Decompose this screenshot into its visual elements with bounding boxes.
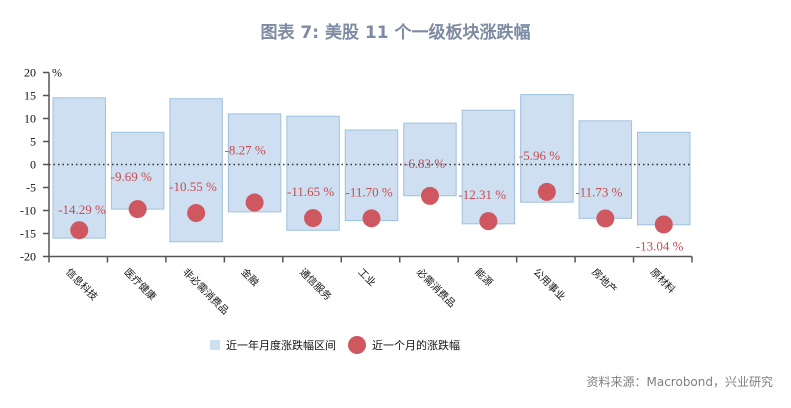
category-label: 金融 [238, 265, 261, 288]
legend-range-label: 近一年月度涨跌幅区间 [226, 339, 336, 352]
range-bar [344, 129, 399, 222]
y-tick-label: -10 [20, 204, 36, 218]
y-tick-label: 0 [30, 158, 36, 172]
range-bar [52, 97, 106, 239]
range-bar [637, 131, 691, 226]
category-label: 原材料 [648, 265, 678, 295]
category-label: 通信服务 [297, 265, 334, 302]
month-change-point [420, 186, 439, 205]
category-label: 必需消费品 [414, 265, 459, 310]
point-value-label: -13.04 % [636, 238, 684, 253]
point-value-label: -11.70 % [346, 184, 393, 199]
y-tick-label: 20 [24, 66, 36, 80]
month-change-point [70, 221, 89, 240]
point-value-label: -10.55 % [169, 179, 217, 194]
range-bar [403, 122, 457, 197]
category-label: 信息科技 [63, 265, 100, 302]
point-value-label: -6.83 % [404, 156, 445, 171]
range-bar [461, 109, 516, 225]
point-value-label: -11.65 % [287, 184, 334, 199]
point-value-label: -12.31 % [458, 187, 506, 202]
category-label: 公用事业 [531, 265, 568, 302]
month-change-point [596, 209, 615, 228]
y-tick-label: 5 [30, 135, 36, 149]
month-change-point [537, 182, 556, 201]
month-change-point [654, 215, 673, 234]
category-label: 房地产 [589, 265, 619, 295]
legend-point-label: 近一个月的涨跌幅 [372, 339, 460, 352]
point-value-label: -11.73 % [575, 184, 622, 199]
point-value-label: -5.96 % [519, 148, 560, 163]
category-label: 能源 [472, 265, 495, 288]
point-value-label: -9.69 % [111, 169, 152, 184]
range-bar [110, 131, 165, 210]
legend-point-swatch [348, 336, 366, 354]
y-axis-unit: % [52, 66, 62, 80]
y-tick-label: 15 [24, 89, 36, 103]
y-tick-label: -15 [20, 227, 36, 241]
point-value-label: -14.29 % [58, 202, 106, 217]
category-label: 医疗健康 [122, 265, 159, 302]
category-label: 非必需消费品 [180, 265, 232, 317]
source-note: 资料来源：Macrobond，兴业研究 [586, 375, 774, 389]
legend-range-swatch [210, 340, 220, 350]
month-change-point [245, 193, 264, 212]
month-change-point [362, 209, 381, 228]
month-change-point [304, 209, 323, 228]
category-label: 工业 [355, 266, 378, 289]
y-tick-label: -20 [20, 250, 36, 264]
chart-title: 图表 7: 美股 11 个一级板块涨跌幅 [260, 23, 531, 43]
legend: 近一年月度涨跌幅区间 近一个月的涨跌幅 [210, 336, 460, 354]
month-change-point [128, 200, 147, 219]
range-bar [578, 120, 633, 219]
y-tick-label: -5 [26, 181, 36, 195]
point-value-label: -8.27 % [225, 143, 266, 158]
month-change-point [479, 212, 498, 231]
y-tick-label: 10 [24, 112, 36, 126]
month-change-point [187, 204, 206, 223]
